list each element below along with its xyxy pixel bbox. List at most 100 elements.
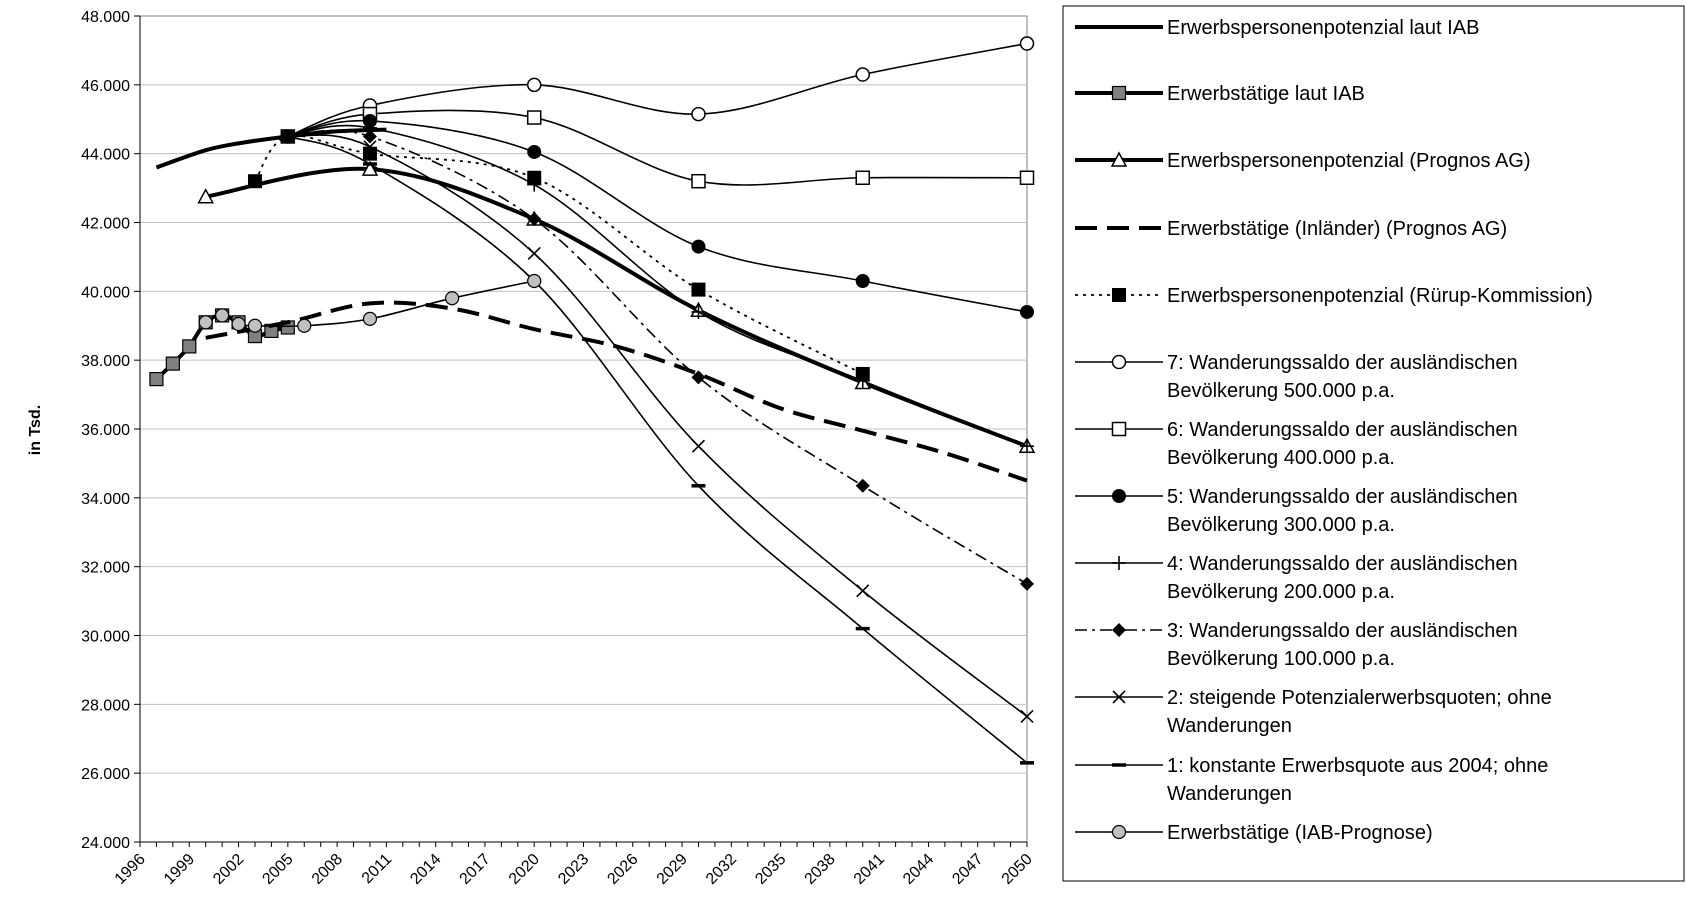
- data-point: [1019, 36, 1035, 51]
- legend-label: Erwerbstätige laut IAB: [1167, 83, 1365, 105]
- x-tick-label: 2032: [703, 851, 740, 888]
- legend-label: 3: Wanderungssaldo der ausländischen Bevö…: [1167, 620, 1518, 670]
- legend: Erwerbspersonenpotenzial laut IAB Erwerbs…: [1062, 5, 1685, 882]
- data-point: [855, 373, 870, 388]
- data-point: [855, 170, 870, 186]
- legend-swatch: [1075, 85, 1163, 101]
- legend-label: 5: Wanderungssaldo der ausländischen Bevö…: [1167, 486, 1518, 536]
- legend-label: Erwerbspersonenpotenzial laut IAB: [1167, 17, 1479, 39]
- x-tick-label: 2029: [654, 851, 691, 888]
- data-point: [691, 106, 706, 122]
- legend-swatch: [1075, 489, 1163, 503]
- series-13: [198, 273, 542, 333]
- legend-label-line: 2: steigende Potenzialerwerbsquoten; ohn…: [1167, 687, 1552, 709]
- x-tick-label: 2014: [407, 851, 444, 888]
- x-tick-label: 2023: [555, 851, 592, 888]
- legend-label-line: Erwerbstätige laut IAB: [1167, 83, 1365, 105]
- data-point: [691, 439, 706, 453]
- x-tick-label: 2035: [752, 851, 789, 888]
- data-point: [247, 318, 263, 333]
- y-tick-label: 26.000: [81, 766, 130, 783]
- y-tick-label: 48.000: [81, 9, 130, 26]
- y-tick-label: 36.000: [81, 422, 130, 439]
- legend-label: 2: steigende Potenzialerwerbsquoten; ohn…: [1167, 687, 1552, 737]
- y-tick-label: 24.000: [81, 835, 130, 852]
- data-point: [247, 174, 262, 189]
- data-point: [1020, 439, 1034, 454]
- legend-label-line: Erwerbstätige (Inländer) (Prognos AG): [1167, 218, 1507, 240]
- data-point: [526, 110, 542, 125]
- data-point: [527, 177, 542, 192]
- series-12: [280, 134, 1034, 765]
- series-line: [287, 134, 1028, 718]
- data-point: [855, 67, 870, 82]
- legend-label-line: Erwerbstätige (IAB-Prognose): [1167, 822, 1433, 844]
- data-point: [527, 212, 542, 227]
- data-point: [444, 291, 460, 306]
- y-tick-label: 40.000: [81, 284, 130, 301]
- legend-label: 1: konstante Erwerbsquote aus 2004; ohne…: [1167, 755, 1548, 805]
- x-tick-label: 2047: [949, 851, 986, 888]
- data-point: [297, 318, 312, 333]
- legend-label: Erwerbstätige (IAB-Prognose): [1167, 822, 1433, 844]
- x-axis: 1996 1999 2002 2005 2008 2011 2014 2017 2020 2023…: [112, 841, 1036, 888]
- legend-label-line: 1: konstante Erwerbsquote aus 2004; ohne: [1167, 755, 1548, 777]
- data-point: [1020, 576, 1034, 591]
- x-tick-label: 2050: [999, 851, 1036, 888]
- legend-label-line: 6: Wanderungssaldo der ausländischen: [1167, 419, 1518, 441]
- legend-label-line: 3: Wanderungssaldo der ausländischen: [1167, 620, 1518, 642]
- y-tick-label: 44.000: [81, 147, 130, 164]
- legend-label-line: Erwerbspersonenpotenzial (Prognos AG): [1167, 150, 1531, 172]
- y-tick-label: 30.000: [81, 629, 130, 646]
- legend-label-line: Bevölkerung 200.000 p.a.: [1167, 581, 1395, 603]
- legend-swatch: [1075, 690, 1163, 704]
- legend-label: Erwerbstätige (Inländer) (Prognos AG): [1167, 218, 1507, 240]
- data-point: [855, 478, 870, 493]
- series-line: [254, 134, 864, 375]
- data-point: [691, 304, 706, 319]
- legend-label-line: 5: Wanderungssaldo der ausländischen: [1167, 486, 1518, 508]
- x-tick-label: 1999: [161, 851, 198, 888]
- marker-stroke: [527, 246, 541, 261]
- x-tick-label: 2017: [457, 851, 494, 888]
- legend-marker: [1112, 489, 1126, 503]
- data-point: [165, 356, 180, 371]
- y-tick-label: 34.000: [81, 491, 130, 508]
- legend-label: 4: Wanderungssaldo der ausländischen Bevö…: [1167, 553, 1518, 603]
- data-point: [526, 77, 542, 93]
- legend-marker: [1111, 421, 1127, 437]
- series-line: [205, 166, 1028, 449]
- y-axis-label: in Tsd.: [27, 405, 44, 455]
- legend-marker: [1111, 85, 1127, 101]
- legend-swatch: [1075, 824, 1163, 840]
- data-point: [1019, 170, 1035, 186]
- data-point: [231, 316, 246, 332]
- data-point: [361, 160, 379, 176]
- data-point: [182, 339, 197, 354]
- marker-stroke: [1112, 690, 1126, 704]
- marker-stroke: [1020, 709, 1034, 723]
- x-tick-label: 2038: [802, 851, 839, 888]
- marker-stroke: [856, 584, 870, 598]
- data-point: [1020, 709, 1034, 723]
- x-tick-label: 2002: [210, 851, 247, 888]
- data-point: [691, 282, 706, 297]
- marker-stroke: [691, 439, 706, 453]
- legend-marker: [1112, 623, 1126, 637]
- legend-swatch: [1075, 421, 1163, 437]
- data-point: [362, 311, 378, 326]
- data-point: [1020, 304, 1034, 319]
- x-tick-label: 2011: [359, 851, 395, 887]
- x-tick-label: 2041: [851, 851, 888, 888]
- legend-label-line: Bevölkerung 400.000 p.a.: [1167, 447, 1395, 469]
- data-point: [362, 129, 377, 144]
- legend-label-line: Bevölkerung 100.000 p.a.: [1167, 648, 1395, 670]
- x-tick-label: 1996: [112, 851, 149, 888]
- series-11: [281, 129, 1034, 723]
- legend-label-line: Bevölkerung 500.000 p.a.: [1167, 380, 1395, 402]
- x-tick-label: 2044: [900, 851, 937, 888]
- data-point: [527, 246, 541, 261]
- legend-marker: [1111, 824, 1127, 840]
- legend-label-line: 4: Wanderungssaldo der ausländischen: [1167, 553, 1518, 575]
